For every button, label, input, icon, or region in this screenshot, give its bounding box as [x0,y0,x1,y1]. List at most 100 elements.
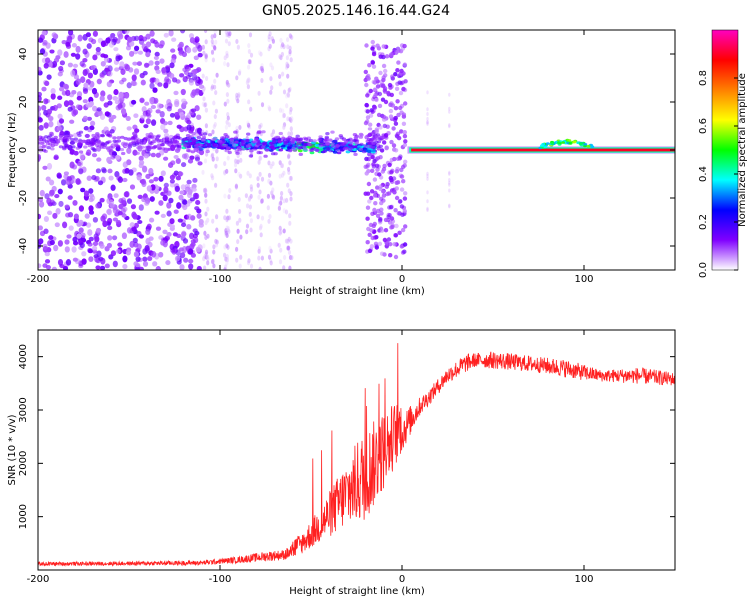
spectro-scatter-dot [49,189,55,196]
spectro-scatter-dot [65,179,71,186]
spectro-scatter-dot [100,53,106,58]
spectro-faint-dot [288,220,292,226]
spectro-scatter-dot [54,194,60,199]
spectro-scatter-dot [38,95,42,103]
spectro-band-dot [151,140,157,144]
spectro-scatter-dot [56,172,62,179]
spectro-scatter-dot [83,82,89,88]
spectro-band-dot [366,149,372,153]
spectro-scatter-dot [144,245,150,252]
spectro-scatter-dot [62,221,68,229]
spectro-scatter-dot [57,49,63,56]
spectro-column-dot [382,123,387,129]
spectro-faint-dot [286,44,290,50]
spectro-band-dot [349,139,354,143]
spectro-column-dot [448,203,451,208]
spectro-faint-dot [210,173,214,179]
spectro-scatter-dot [160,239,166,246]
spectro-band-dot [107,146,112,150]
spectro-scatter-dot [186,224,192,230]
spectro-scatter-dot [47,210,53,216]
spectro-band-dot [248,154,254,158]
spectro-faint-dot [235,75,239,81]
spectro-scatter-dot [94,235,100,243]
spectro-scatter-dot [75,45,81,53]
spectro-faint-dot [210,85,214,91]
spectro-scatter-dot [66,234,72,239]
spectro-scatter-dot [148,167,154,175]
spectro-column-dot [387,213,392,218]
spectro-column-dot [367,199,372,204]
spectro-column-dot [397,80,402,85]
spectro-scatter-dot [45,57,51,64]
spectro-scatter-dot [117,176,123,183]
spectro-column-dot [381,83,386,89]
spectro-scatter-dot [80,76,86,83]
spectro-column-dot [395,99,400,104]
spectro-faint-dot [282,170,286,176]
spectro-band-dot [58,134,64,138]
spectro-faint-dot [211,156,215,162]
spectro-scatter-dot [53,244,59,252]
spectro-band-dot [58,145,64,149]
spectro-faint-dot [225,92,229,98]
spectro-scatter-dot [50,93,56,100]
spectro-band-dot [176,147,181,152]
spectro-scatter-dot [135,266,141,270]
spectro-scatter-dot [183,257,189,263]
spectro-band-dot [78,142,84,146]
spectro-scatter-dot [194,192,200,200]
spectro-scatter-dot [104,67,110,72]
spectro-band-dot [48,138,54,142]
spectro-scatter-dot [82,99,88,104]
spectro-scatter-dot [102,220,108,228]
spectro-scatter-dot [87,86,93,91]
spectro-scatter-dot [75,53,81,60]
spectro-band-dot [139,138,145,143]
spectro-band-dot [217,139,223,143]
spectro-faint-dot [246,170,250,176]
spectro-faint-dot [282,228,286,234]
spectro-column-dot [401,121,407,127]
spectro-faint-dot [257,90,261,96]
spectro-band-dot [53,135,58,139]
spectro-band-dot [69,149,75,153]
spectro-column-dot [368,113,374,118]
spectro-scatter-dot [52,212,58,219]
spectro-faint-dot [204,192,208,198]
spectro-scatter-dot [117,30,123,38]
spectro-band-dot [70,138,75,142]
spectro-faint-dot [267,254,272,260]
spectro-column-dot [403,79,408,84]
spectro-column-dot [399,204,405,209]
spectro-column-dot [388,253,393,258]
spectro-column-dot [402,242,408,247]
spectro-faint-dot [280,172,285,178]
spectro-scatter-dot [86,116,92,121]
spectro-scatter-dot [41,86,47,92]
spectro-column-dot [378,218,383,223]
spectro-faint-dot [215,214,219,220]
spectro-faint-dot [278,225,282,231]
spectro-scatter-dot [46,197,52,205]
spectro-faint-dot [246,260,251,266]
spectro-faint-dot [284,238,289,244]
spectro-faint-dot [288,86,292,92]
spectro-band-dot [90,137,96,141]
spectro-scatter-dot [132,237,138,244]
spectro-faint-dot [236,98,240,104]
spectro-faint-dot [260,102,265,108]
spectro-faint-dot [201,169,205,175]
spectro-scatter-dot [188,79,194,86]
spectro-scatter-dot [176,202,182,209]
spectro-scatter-dot [44,193,50,200]
spectro-column-dot [381,44,386,49]
spectro-scatter-dot [145,33,151,40]
spectro-faint-dot [225,257,229,263]
spectro-column-dot [389,157,394,163]
spectro-scatter-dot [166,202,172,209]
spectro-faint-dot [271,161,275,167]
spectro-band-dot [220,136,225,140]
spectro-column-dot [395,68,400,73]
spectro-column-dot [384,184,389,189]
